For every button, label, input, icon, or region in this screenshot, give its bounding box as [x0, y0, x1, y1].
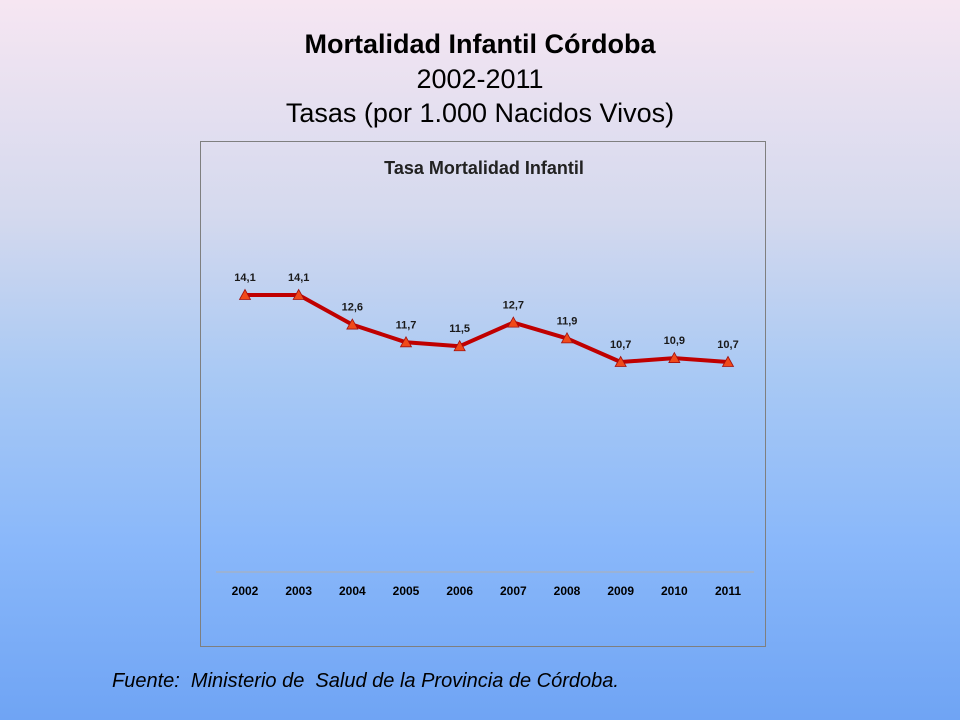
- x-tick-label: 2006: [446, 584, 473, 598]
- x-tick-label: 2004: [339, 584, 366, 598]
- slide-header: Mortalidad Infantil Córdoba 2002-2011 Ta…: [0, 26, 960, 130]
- data-label: 12,7: [503, 300, 524, 312]
- data-label: 14,1: [234, 272, 255, 284]
- data-label: 11,7: [396, 319, 417, 331]
- data-label: 12,6: [342, 302, 363, 314]
- x-tick-label: 2003: [285, 584, 312, 598]
- data-point-marker: [668, 351, 681, 363]
- data-label: 11,5: [449, 323, 470, 335]
- data-point-marker: [453, 339, 466, 352]
- data-label: 14,1: [288, 272, 309, 284]
- x-tick-label: 2002: [232, 584, 259, 598]
- x-tick-label: 2010: [661, 584, 688, 598]
- data-label: 11,9: [557, 315, 578, 327]
- data-point-marker: [292, 288, 305, 300]
- x-tick-layer: 2002 2003 2004 2005 2006 2007 2008 2009 2010 2011: [232, 584, 742, 598]
- data-point-marker: [721, 355, 735, 367]
- data-point-marker: [238, 288, 252, 300]
- source-note: Fuente: Ministerio de Salud de la Provin…: [112, 670, 619, 692]
- data-label: 10,7: [717, 339, 738, 351]
- series-line: [245, 293, 729, 364]
- slide-title: Mortalidad Infantil Córdoba: [304, 29, 656, 59]
- data-label-layer: 14,1 14,1 12,6 11,7 11,5 12,7 11,9 10,7 10,9 10,7: [234, 272, 738, 351]
- chart-title: Tasa Mortalidad Infantil: [384, 158, 584, 178]
- slide-subtitle-years: 2002-2011: [416, 64, 544, 94]
- data-label: 10,9: [664, 335, 685, 347]
- x-tick-label: 2009: [607, 584, 634, 598]
- data-point-marker: [399, 335, 413, 348]
- data-label: 10,7: [610, 339, 631, 351]
- x-tick-label: 2007: [500, 584, 527, 598]
- x-tick-label: 2011: [715, 584, 741, 598]
- x-tick-label: 2008: [554, 584, 581, 598]
- data-point-marker: [346, 318, 359, 330]
- data-point-marker: [507, 316, 520, 328]
- x-tick-label: 2005: [393, 584, 420, 598]
- series-layer: [238, 288, 735, 367]
- data-point-marker: [560, 332, 574, 344]
- chart-frame: Tasa Mortalidad Infantil 14,1 14,1 12,6 11,…: [200, 141, 766, 647]
- slide-subtitle-units: Tasas (por 1.000 Nacidos Vivos): [285, 98, 675, 128]
- line-chart: Tasa Mortalidad Infantil 14,1 14,1 12,6 11,…: [216, 158, 754, 598]
- data-point-marker: [614, 355, 627, 367]
